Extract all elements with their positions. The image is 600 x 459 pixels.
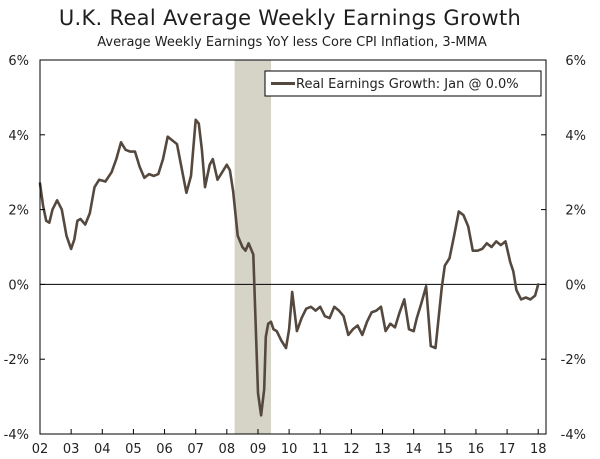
chart-title: U.K. Real Average Weekly Earnings Growth <box>58 6 522 30</box>
x-tick-label: 18 <box>530 442 547 457</box>
y-tick-label-left: -2% <box>4 353 29 368</box>
legend: Real Earnings Growth: Jan @ 0.0% <box>264 70 542 97</box>
x-tick-label: 08 <box>219 442 236 457</box>
x-tick-label: 12 <box>343 442 360 457</box>
y-tick-label-right: -4% <box>561 428 586 443</box>
y-tick-label-left: 6% <box>8 54 29 69</box>
y-tick-label-left: 4% <box>8 129 29 144</box>
x-tick-label: 16 <box>468 442 485 457</box>
y-tick-label-right: 6% <box>565 54 586 69</box>
x-tick-label: 15 <box>437 442 454 457</box>
y-tick-label-right: -2% <box>561 353 586 368</box>
x-tick-label: 07 <box>187 442 204 457</box>
y-tick-label-left: 2% <box>8 204 29 219</box>
x-tick-label: 10 <box>281 442 298 457</box>
x-tick-label: 11 <box>312 442 329 457</box>
x-tick-label: 09 <box>250 442 267 457</box>
legend-box <box>264 70 542 97</box>
x-tick-label: 06 <box>156 442 173 457</box>
x-tick-label: 02 <box>32 442 49 457</box>
plot-frame <box>39 59 547 435</box>
y-tick-label-right: 2% <box>565 204 586 219</box>
series-line-0 <box>38 118 540 417</box>
x-tick-label: 04 <box>94 442 111 457</box>
y-tick-label-right: 0% <box>565 278 586 293</box>
x-tick-label: 17 <box>499 442 516 457</box>
chart-subtitle: Average Weekly Earnings YoY less Core CP… <box>97 35 487 50</box>
x-tick-label: 13 <box>374 442 391 457</box>
y-tick-label-left: -4% <box>4 428 29 443</box>
legend-entry: Real Earnings Growth: Jan @ 0.0% <box>296 77 519 92</box>
x-tick-label: 05 <box>125 442 142 457</box>
y-tick-label-left: 0% <box>8 278 29 293</box>
x-tick-label: 03 <box>63 442 80 457</box>
x-tick-label: 14 <box>405 442 422 457</box>
y-tick-label-right: 4% <box>565 129 586 144</box>
